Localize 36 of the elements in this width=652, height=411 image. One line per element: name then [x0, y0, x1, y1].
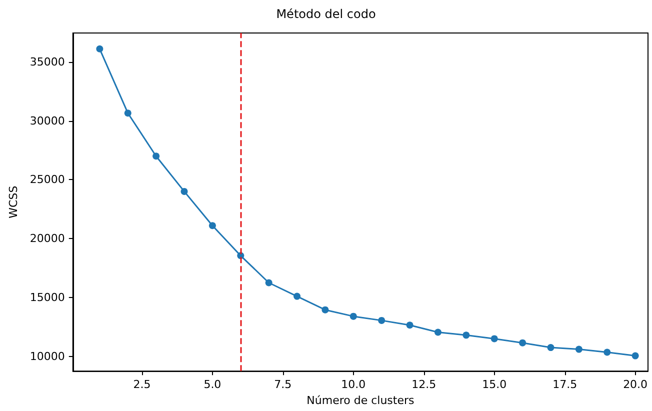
y-tick-label: 20000 — [30, 232, 65, 246]
point — [632, 352, 639, 360]
point — [265, 279, 272, 286]
y-tick-label: 30000 — [30, 114, 65, 128]
y-axis-title: WCSS — [7, 186, 20, 218]
point — [604, 348, 611, 356]
x-tick-label: 2.5 — [133, 378, 151, 392]
x-tick-label: 5.0 — [204, 378, 222, 392]
point — [152, 152, 160, 160]
x-tick-label: 12.5 — [412, 378, 436, 392]
y-tick-label: 10000 — [30, 350, 65, 363]
x-tick-label: 7.5 — [274, 378, 292, 392]
y-tick-label: 15000 — [30, 290, 65, 304]
point — [406, 322, 414, 329]
chart-title: Método del codo — [276, 7, 376, 21]
x-tick-label: 10.0 — [341, 378, 366, 392]
point — [208, 222, 216, 230]
point — [378, 316, 386, 324]
y-tick-label: 35000 — [30, 55, 65, 68]
point — [575, 346, 582, 353]
point — [434, 328, 442, 336]
point — [124, 110, 132, 117]
point — [322, 306, 329, 314]
point — [519, 339, 526, 346]
x-tick-label: 20.0 — [623, 378, 648, 392]
point — [96, 45, 104, 52]
point — [462, 332, 470, 339]
x-tick-label: 15.0 — [482, 378, 507, 392]
point — [294, 292, 301, 300]
point — [350, 312, 357, 320]
x-axis-title: Número de clusters — [306, 394, 415, 407]
point — [180, 188, 188, 195]
point — [490, 335, 498, 342]
x-tick-label: 17.5 — [552, 378, 578, 392]
y-tick-label: 25000 — [30, 173, 65, 186]
point — [547, 344, 554, 352]
